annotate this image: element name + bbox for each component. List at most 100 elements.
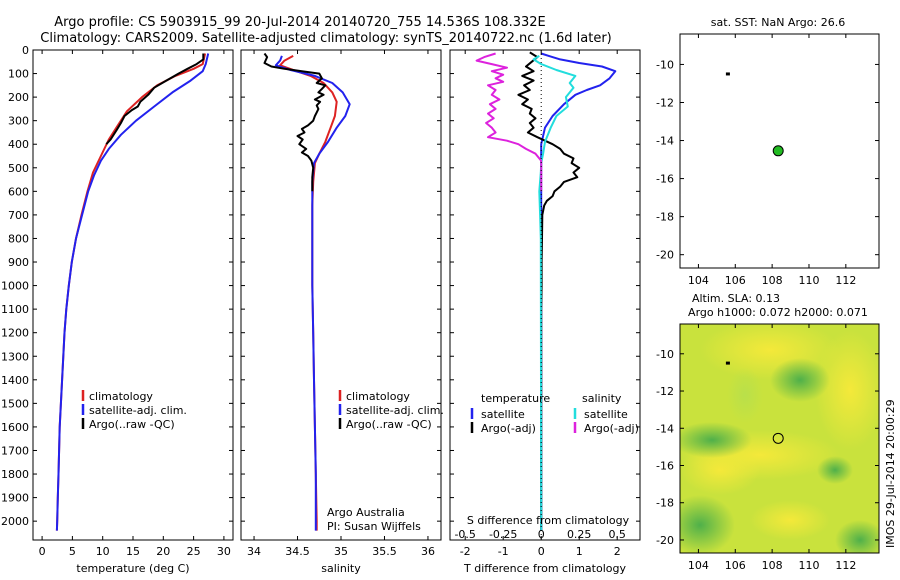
y-tick-label: 1100 [1, 303, 29, 316]
sla-heatmap-field [680, 324, 879, 553]
series-line [105, 53, 205, 145]
legend-title: salinity [582, 392, 622, 405]
x-axis-label: temperature (deg C) [76, 562, 189, 575]
top-tick-label: 0.25 [567, 528, 592, 541]
x-tick-label: 36 [421, 545, 435, 558]
legend: temperature salinitysatelliteArgo(-adj)sa… [470, 392, 639, 435]
x-axis-label: salinity [321, 562, 361, 575]
x-tick-label: 10 [96, 545, 110, 558]
x-tick-label: 1 [576, 545, 583, 558]
legend-label: climatology [89, 390, 153, 403]
y-tick-label: -10 [656, 348, 674, 361]
x-tick-label: 112 [835, 274, 856, 287]
map-bottom-title-1: Altim. SLA: 0.13 [692, 292, 780, 305]
y-tick-label: 700 [8, 209, 29, 222]
y-tick-label: 1600 [1, 421, 29, 434]
previous-position-marker [725, 72, 730, 76]
legend-label: satellite [481, 408, 525, 421]
annotation-text: Argo Australia [327, 506, 405, 519]
y-tick-label: 1200 [1, 327, 29, 340]
y-tick-label: -20 [656, 249, 674, 262]
axes-frame [449, 49, 641, 541]
y-tick-label: 600 [8, 185, 29, 198]
title-line-1: Argo profile: CS 5903915_99 20-Jul-2014 … [54, 15, 545, 30]
previous-position-marker [725, 361, 730, 365]
y-tick-label: -18 [656, 211, 674, 224]
legend-label: Argo(..raw -QC) [89, 418, 175, 431]
temperature-profile: 0 5 10 15 20 25 300100200300400500600700800900… [1, 44, 234, 575]
y-tick-label: 800 [8, 232, 29, 245]
legend-title: temperature [481, 392, 550, 405]
y-tick-label: -16 [656, 173, 674, 186]
y-tick-label: 900 [8, 256, 29, 269]
series-line [274, 55, 351, 531]
x-tick-label: 110 [798, 274, 819, 287]
legend-label: satellite [584, 408, 628, 421]
x-tick-label: 34.5 [285, 545, 310, 558]
top-axis-label: S difference from climatology [467, 514, 630, 527]
y-tick-label: 200 [8, 91, 29, 104]
x-tick-label: 2 [614, 545, 621, 558]
x-tick-label: 20 [156, 545, 170, 558]
x-tick-label: 108 [762, 274, 783, 287]
top-tick-label: -0.5 [454, 528, 475, 541]
difference-profile: -2 -1 0 1 2 T difference from climatology [449, 49, 641, 575]
x-axis-label: T difference from climatology [463, 562, 626, 575]
y-tick-label: 400 [8, 138, 29, 151]
y-tick-label: -10 [656, 58, 674, 71]
legend-label: Argo(-adj) [584, 422, 639, 435]
y-tick-label: 1700 [1, 444, 29, 457]
legend-label: Argo(-adj) [481, 422, 536, 435]
x-tick-label: 106 [725, 274, 746, 287]
y-tick-label: -12 [656, 385, 674, 398]
map-top-title: sat. SST: NaN Argo: 26.6 [711, 16, 845, 29]
top-tick-label: 0.5 [608, 528, 626, 541]
x-tick-label: 5 [69, 545, 76, 558]
sla-map: 104 106 108 110 112 -10 -12 -14 -16 -18 -20 [656, 323, 880, 572]
axes-frame [679, 323, 880, 554]
y-tick-label: 500 [8, 162, 29, 175]
legend-label: satellite-adj. clim. [89, 404, 187, 417]
series-line [55, 53, 210, 531]
y-tick-label: 2000 [1, 515, 29, 528]
title-line-2: Climatology: CARS2009. Satellite-adjuste… [40, 31, 612, 46]
sst-location-map: 104 106 108 110 112 -10 -12 -14 -16 -18 -20 [656, 33, 880, 287]
series-line [517, 51, 581, 531]
float-position-marker [772, 145, 784, 157]
x-tick-label: 35.5 [372, 545, 397, 558]
y-tick-label: -16 [656, 459, 674, 472]
x-tick-label: 34 [247, 545, 261, 558]
y-tick-label: 1900 [1, 492, 29, 505]
x-tick-label: 104 [688, 559, 709, 572]
legend-label: Argo(..raw -QC) [346, 418, 432, 431]
series-line [263, 52, 327, 192]
credit-vertical: IMOS 29-Jul-2014 20:00:29 [884, 399, 897, 548]
series-line [540, 52, 617, 531]
x-tick-label: 30 [217, 545, 231, 558]
x-tick-label: -2 [460, 545, 471, 558]
series-line [279, 55, 338, 531]
annotation-text: PI: Susan Wijffels [327, 520, 421, 533]
top-tick-label: -0.25 [489, 528, 517, 541]
y-tick-label: 1000 [1, 280, 29, 293]
y-tick-label: -20 [656, 534, 674, 547]
x-tick-label: 35 [334, 545, 348, 558]
y-tick-label: 1400 [1, 374, 29, 387]
x-tick-label: 25 [187, 545, 201, 558]
salinity-profile: 34 34.5 35 35.5 36 salinity [240, 49, 442, 575]
x-tick-label: 0 [39, 545, 46, 558]
y-tick-label: 1800 [1, 468, 29, 481]
y-tick-label: 0 [22, 44, 29, 57]
x-tick-label: 108 [762, 559, 783, 572]
series-line [532, 55, 577, 531]
x-tick-label: 106 [725, 559, 746, 572]
y-tick-label: -14 [656, 422, 674, 435]
y-tick-label: 300 [8, 115, 29, 128]
x-tick-label: 104 [688, 274, 709, 287]
x-tick-label: -1 [498, 545, 509, 558]
axes-frame [679, 33, 880, 269]
y-tick-label: -12 [656, 96, 674, 109]
map-bottom-title-2: Argo h1000: 0.072 h2000: 0.071 [688, 306, 868, 319]
